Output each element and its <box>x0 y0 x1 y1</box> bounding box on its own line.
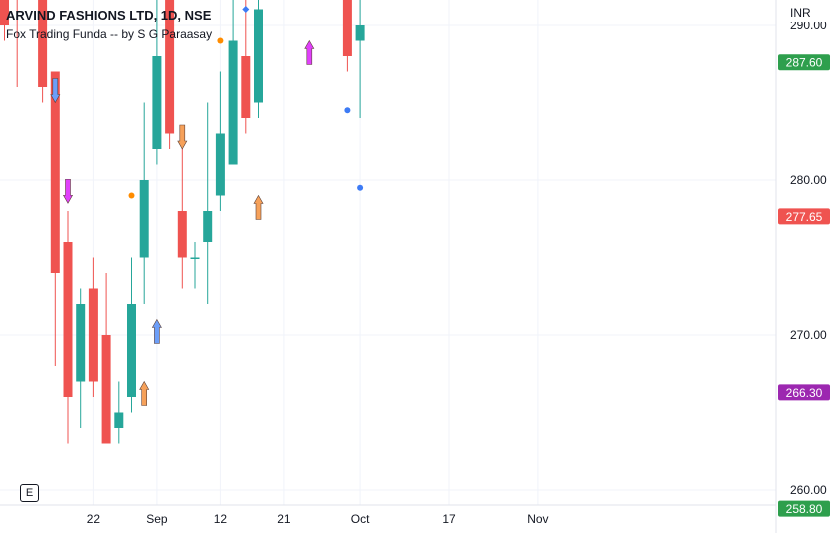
y-tick-label: 280.00 <box>790 173 827 187</box>
signal-markers <box>50 6 364 406</box>
x-tick-label: 17 <box>442 512 456 526</box>
candle-body <box>76 304 86 382</box>
signal-dot <box>217 37 224 44</box>
price-label-text: 287.60 <box>786 56 823 70</box>
price-label-box <box>778 208 830 225</box>
signal-arrow-down <box>177 124 188 150</box>
symbol-title[interactable]: ARVIND FASHIONS LTD, 1D, NSE <box>6 8 212 23</box>
x-tick-label: Nov <box>527 512 548 526</box>
currency-label: INR <box>790 6 811 20</box>
y-tick-label: 270.00 <box>790 328 827 342</box>
candle-body <box>63 242 73 397</box>
signal-arrow-up <box>139 380 150 406</box>
candle-body <box>165 0 175 134</box>
candle-body <box>114 412 124 428</box>
price-label-text: 266.30 <box>786 386 823 400</box>
signal-diamond <box>242 6 250 13</box>
price-label-box <box>778 54 830 71</box>
candle-body <box>152 56 162 149</box>
candle-body <box>228 40 238 165</box>
candle-body <box>0 0 9 25</box>
indicator-name[interactable]: Fox Trading Funda -- by S G Paraasay <box>6 27 213 41</box>
y-tick-label: 260.00 <box>790 483 827 497</box>
x-tick-label: Sep <box>146 512 168 526</box>
signal-dot <box>344 107 351 114</box>
signal-dot <box>357 184 364 191</box>
candle-body <box>88 288 98 382</box>
signal-arrow-down <box>62 178 74 204</box>
candle-body <box>50 71 60 273</box>
candle-body <box>38 0 48 87</box>
candle-body <box>177 211 187 258</box>
candle-body <box>190 257 200 259</box>
chart-legend: ARVIND FASHIONS LTD, 1D, NSE Fox Trading… <box>6 8 212 41</box>
signal-dot <box>128 192 135 199</box>
signal-arrow-up <box>304 39 315 65</box>
candle-body <box>342 0 352 56</box>
candle-body <box>101 335 111 444</box>
candle-body <box>127 304 136 397</box>
signal-arrow-up <box>253 194 264 220</box>
signal-arrow-down <box>50 78 61 104</box>
currency-label-bg <box>777 0 836 22</box>
price-labels: 338.55333.55323.55294.35287.60277.65266.… <box>778 54 830 517</box>
price-label-text: 258.80 <box>786 502 823 516</box>
x-tick-label: 12 <box>214 512 228 526</box>
candle-body <box>215 133 225 196</box>
signal-arrow-up <box>151 318 162 344</box>
candle-bodies <box>0 0 365 444</box>
candle-body <box>203 211 213 242</box>
earnings-badge[interactable]: E <box>20 484 39 502</box>
price-label-text: 277.65 <box>786 210 823 224</box>
price-label-box <box>778 384 830 401</box>
time-axis[interactable]: 22 Sep 12 21 Oct 17 Nov <box>0 504 776 526</box>
price-axis[interactable]: 260.00270.00280.00290.00300.00310.00320.… <box>775 0 836 533</box>
x-tick-label: 22 <box>87 512 101 526</box>
candle-body <box>355 25 365 41</box>
candle-body <box>139 180 149 258</box>
candle-body <box>254 9 263 103</box>
chart-grid <box>0 0 776 505</box>
x-tick-label: Oct <box>351 512 370 526</box>
candle-body <box>241 56 251 118</box>
x-tick-label: 21 <box>277 512 291 526</box>
price-label-box <box>778 500 830 517</box>
